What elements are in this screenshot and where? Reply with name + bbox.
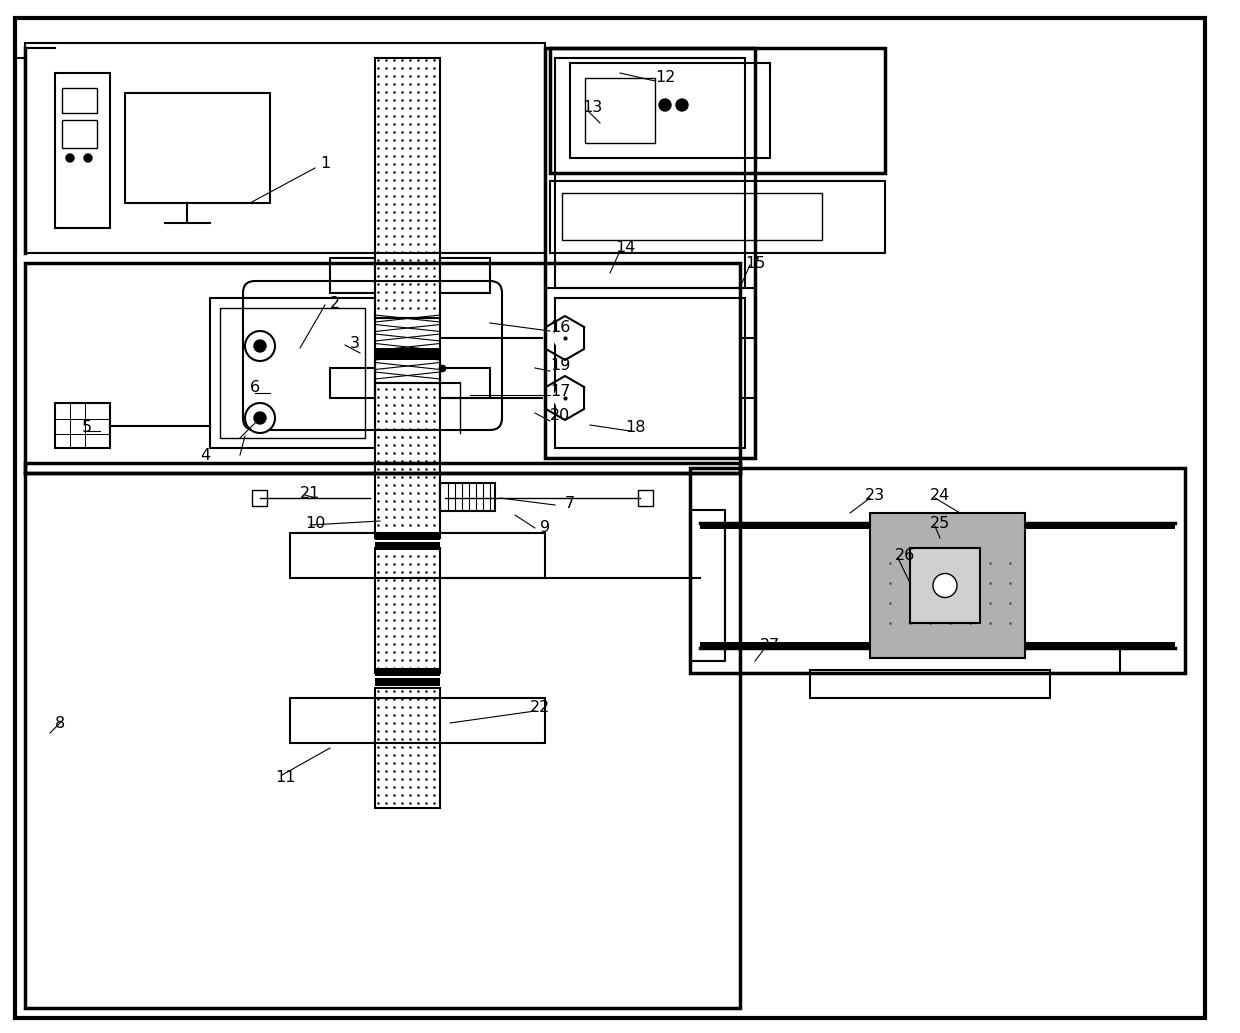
Text: 17: 17	[551, 383, 570, 399]
Bar	[290, 698, 546, 743]
Circle shape	[84, 154, 92, 162]
Text: 7: 7	[565, 496, 575, 510]
Circle shape	[676, 99, 688, 111]
Bar	[701, 523, 1176, 529]
Bar	[374, 383, 440, 538]
Text: 22: 22	[529, 700, 551, 716]
Bar	[25, 43, 546, 253]
Bar	[210, 298, 374, 448]
Bar	[810, 670, 1050, 698]
Text: 12: 12	[655, 70, 676, 86]
Text: 15: 15	[745, 255, 765, 271]
Bar	[689, 468, 1185, 674]
Circle shape	[254, 412, 267, 424]
Text: 23: 23	[866, 488, 885, 502]
Bar	[585, 79, 655, 143]
Text: 5: 5	[82, 420, 92, 436]
Circle shape	[932, 573, 957, 597]
Bar	[55, 403, 110, 448]
Text: 11: 11	[275, 771, 295, 785]
Bar	[219, 308, 365, 438]
Bar	[740, 648, 1120, 674]
Bar	[290, 533, 546, 578]
Bar	[374, 318, 440, 383]
Bar	[330, 368, 374, 398]
Text: 21: 21	[300, 486, 320, 501]
Circle shape	[246, 403, 275, 433]
Bar	[570, 63, 770, 158]
Bar	[374, 668, 440, 676]
Text: 16: 16	[551, 320, 570, 336]
Bar	[440, 258, 490, 293]
Text: 9: 9	[539, 521, 551, 535]
Bar	[701, 641, 1176, 648]
Bar	[374, 58, 440, 318]
Circle shape	[554, 327, 577, 349]
Text: 25: 25	[930, 515, 950, 531]
Circle shape	[254, 340, 267, 352]
Bar	[910, 547, 980, 623]
Circle shape	[246, 331, 275, 361]
Bar	[25, 463, 740, 1008]
Bar	[62, 120, 97, 148]
Bar	[556, 298, 745, 448]
Bar	[62, 88, 97, 113]
Text: 19: 19	[551, 358, 570, 374]
Text: 6: 6	[250, 380, 260, 396]
Bar	[25, 263, 740, 473]
Text: 1: 1	[320, 156, 330, 170]
Bar	[374, 678, 440, 686]
Bar	[551, 181, 885, 253]
Text: 27: 27	[760, 637, 780, 653]
Bar	[374, 547, 440, 674]
Bar	[252, 490, 267, 506]
Bar	[125, 93, 270, 204]
Bar	[374, 348, 440, 359]
Bar	[55, 73, 110, 228]
Bar	[374, 532, 440, 540]
Circle shape	[554, 387, 577, 409]
Text: 3: 3	[350, 336, 360, 350]
Text: 4: 4	[200, 447, 210, 463]
Bar	[374, 688, 440, 808]
Text: 20: 20	[551, 408, 570, 424]
Circle shape	[66, 154, 74, 162]
Bar	[440, 368, 490, 398]
Text: 24: 24	[930, 488, 950, 502]
Bar	[870, 513, 1025, 658]
Bar	[440, 483, 495, 511]
Text: 26: 26	[895, 547, 915, 563]
Circle shape	[658, 99, 671, 111]
Text: 13: 13	[582, 100, 603, 116]
Bar	[330, 258, 374, 293]
Bar	[546, 48, 755, 458]
Text: 8: 8	[55, 716, 66, 730]
Bar	[556, 58, 745, 288]
Text: 18: 18	[625, 420, 646, 436]
Bar	[639, 490, 653, 506]
Text: 10: 10	[305, 515, 325, 531]
Bar	[562, 193, 822, 240]
Bar	[551, 48, 885, 173]
Text: 14: 14	[615, 241, 635, 255]
Text: 2: 2	[330, 295, 340, 311]
Bar	[374, 542, 440, 550]
Bar	[689, 510, 725, 661]
